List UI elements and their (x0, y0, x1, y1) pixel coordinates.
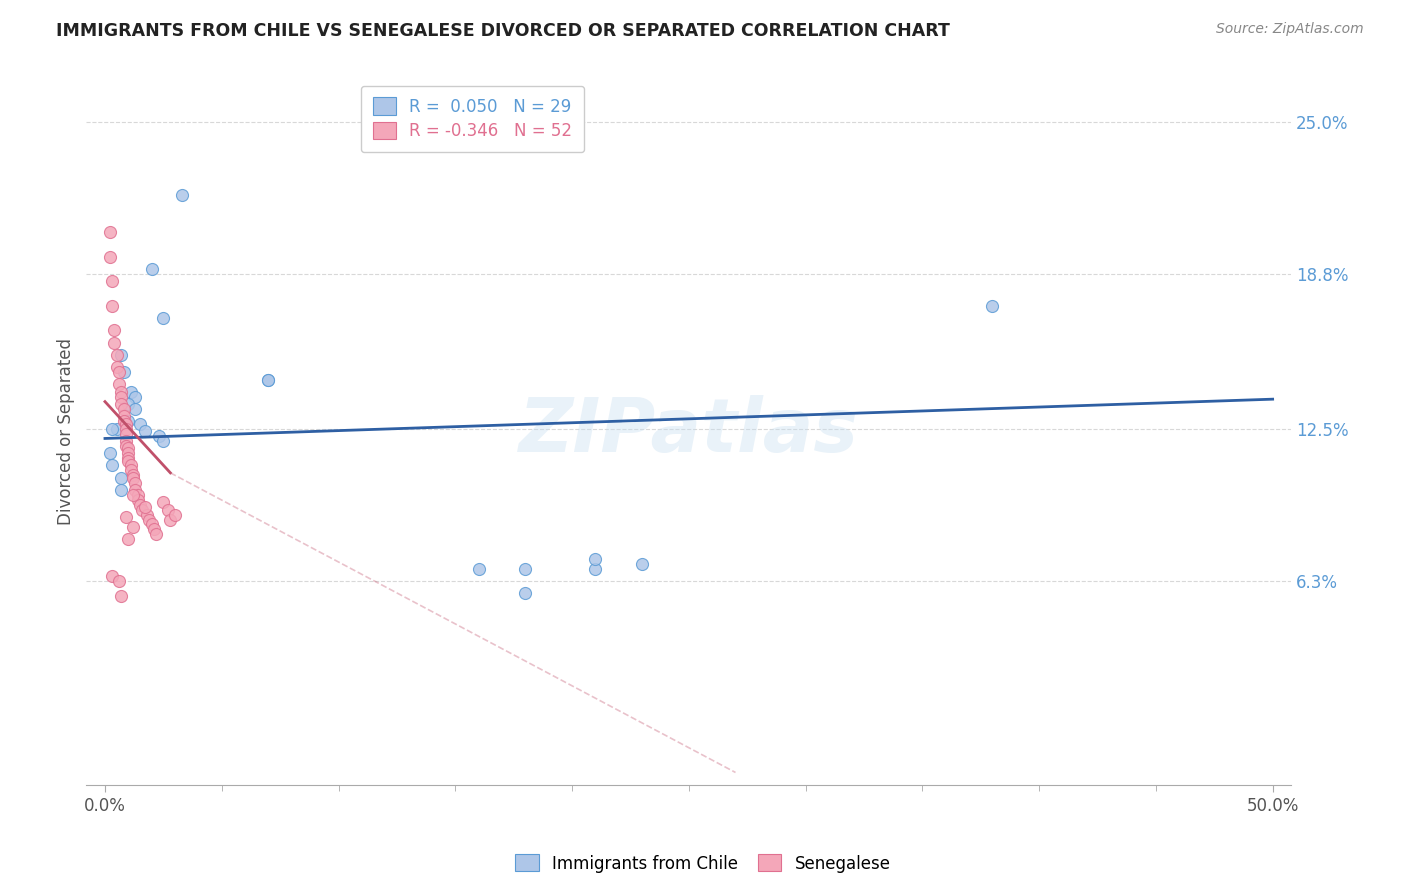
Point (467, 561, 489, 575)
Point (136, 508, 159, 522)
Legend: R =  0.050   N = 29, R = -0.346   N = 52: R = 0.050 N = 29, R = -0.346 N = 52 (361, 86, 583, 153)
Point (101, 458, 124, 473)
Point (110, 589, 132, 603)
Point (115, 426, 138, 441)
Point (124, 483, 146, 497)
Point (105, 422, 128, 436)
Point (98, 446, 121, 460)
Point (103, 335, 125, 350)
Point (152, 311, 174, 326)
Point (148, 429, 170, 443)
Point (127, 488, 149, 502)
Point (138, 512, 160, 526)
Point (257, 372, 280, 386)
Point (157, 502, 180, 516)
Point (145, 527, 167, 541)
Point (120, 458, 142, 473)
Point (127, 492, 149, 507)
Point (117, 397, 139, 411)
Point (117, 451, 139, 466)
Point (115, 434, 138, 448)
Point (122, 471, 145, 485)
Point (163, 508, 186, 522)
Point (105, 348, 128, 362)
Text: IMMIGRANTS FROM CHILE VS SENEGALESE DIVORCED OR SEPARATED CORRELATION CHART: IMMIGRANTS FROM CHILE VS SENEGALESE DIVO… (56, 22, 950, 40)
Point (159, 512, 181, 526)
Point (112, 409, 135, 424)
Point (105, 360, 128, 375)
Point (101, 422, 124, 436)
Point (131, 502, 153, 516)
Point (134, 500, 156, 515)
Point (120, 384, 142, 399)
Point (115, 422, 138, 436)
Point (110, 384, 132, 399)
Point (115, 439, 138, 453)
Text: Source: ZipAtlas.com: Source: ZipAtlas.com (1216, 22, 1364, 37)
Point (583, 561, 606, 575)
Point (110, 483, 132, 497)
Legend: Immigrants from Chile, Senegalese: Immigrants from Chile, Senegalese (509, 847, 897, 880)
Point (103, 323, 125, 337)
Point (124, 475, 146, 490)
Point (122, 488, 145, 502)
Point (117, 442, 139, 456)
Point (141, 262, 163, 277)
Point (124, 390, 146, 404)
Point (129, 417, 152, 431)
Point (110, 348, 132, 362)
Point (115, 417, 138, 431)
Point (110, 471, 132, 485)
Point (122, 468, 145, 483)
Point (981, 299, 1004, 313)
Point (115, 510, 138, 524)
Point (515, 561, 537, 575)
Point (108, 574, 131, 588)
Point (112, 402, 135, 417)
Point (152, 434, 174, 448)
Point (110, 390, 132, 404)
Point (112, 365, 135, 379)
Point (631, 557, 654, 571)
Point (108, 377, 131, 392)
Point (110, 397, 132, 411)
Point (170, 188, 193, 202)
Point (101, 274, 124, 288)
Point (129, 498, 152, 512)
Point (120, 463, 142, 477)
Text: ZIPatlas: ZIPatlas (519, 394, 859, 467)
Point (583, 551, 606, 566)
Point (117, 446, 139, 460)
Point (98, 250, 121, 264)
Point (124, 402, 146, 417)
Point (515, 586, 537, 600)
Point (152, 495, 174, 509)
Point (141, 517, 163, 532)
Point (101, 299, 124, 313)
Point (143, 522, 166, 536)
Point (117, 532, 139, 546)
Point (112, 414, 135, 428)
Point (134, 424, 156, 438)
Point (117, 453, 139, 467)
Point (257, 372, 280, 386)
Point (117, 414, 139, 428)
Point (122, 520, 145, 534)
Point (108, 365, 131, 379)
Point (98, 225, 121, 239)
Point (101, 569, 124, 583)
Y-axis label: Divorced or Separated: Divorced or Separated (58, 337, 75, 524)
